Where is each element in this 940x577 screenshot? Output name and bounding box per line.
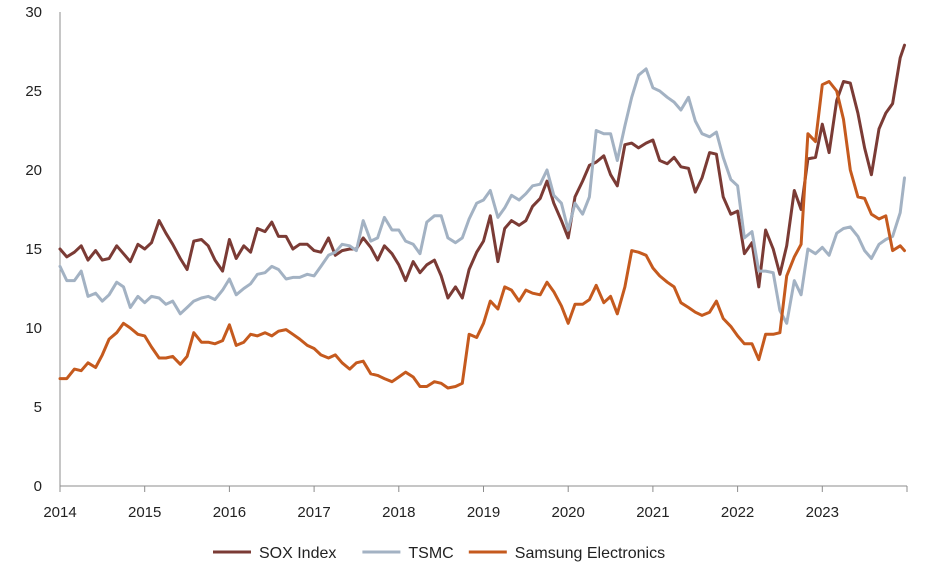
- x-tick-label: 2022: [721, 504, 754, 521]
- x-tick-label: 2018: [382, 504, 415, 521]
- x-tick-label: 2015: [128, 504, 161, 521]
- x-tick-label: 2017: [297, 504, 330, 521]
- axes: [59, 12, 907, 487]
- x-tick-label: 2019: [467, 504, 500, 521]
- series-line-tsmc: [58, 67, 906, 325]
- y-axis-ticks: 0 5 10 15 20 25 30: [25, 4, 42, 495]
- series-line-sox-index: [58, 43, 906, 300]
- x-tick-label: 2020: [552, 504, 585, 521]
- legend-label-tsmc: TSMC: [408, 545, 453, 562]
- x-tick-label: 2016: [213, 504, 246, 521]
- series-lines: [58, 43, 906, 390]
- y-tick-label: 20: [25, 162, 42, 179]
- x-tick-label: 2014: [43, 504, 76, 521]
- legend: SOX Index TSMC Samsung Electronics: [213, 545, 665, 562]
- y-tick-label: 30: [25, 4, 42, 21]
- legend-label-samsung-electronics: Samsung Electronics: [515, 545, 665, 562]
- y-tick-label: 10: [25, 320, 42, 337]
- series-line-samsung-electronics: [58, 80, 906, 390]
- legend-label-sox-index: SOX Index: [259, 545, 336, 562]
- x-tick-label: 2023: [806, 504, 839, 521]
- y-tick-label: 15: [25, 241, 42, 258]
- y-tick-label: 5: [34, 399, 42, 416]
- y-tick-label: 25: [25, 83, 42, 100]
- x-axis-ticks: 2014 2015 2016 2017 2018 2019 2020 2021 2022 2023: [43, 486, 908, 521]
- y-tick-label: 0: [34, 478, 42, 495]
- x-tick-label: 2021: [636, 504, 669, 521]
